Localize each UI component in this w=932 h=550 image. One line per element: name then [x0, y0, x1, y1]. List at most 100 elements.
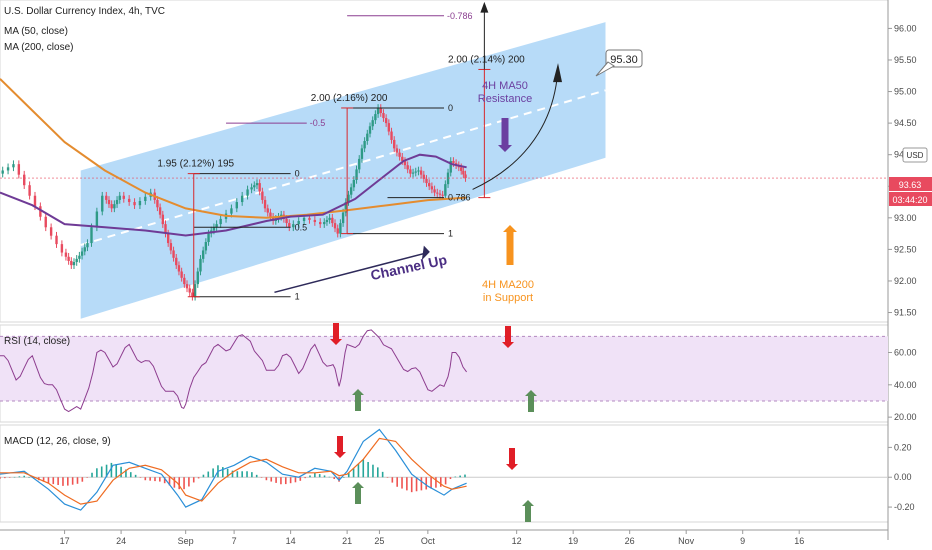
candle-body: [166, 233, 170, 244]
price-badge: [889, 177, 932, 191]
legend-ma200: MA (200, close): [4, 42, 73, 53]
candle-body: [250, 187, 253, 190]
candle-body: [64, 252, 68, 257]
candle-body: [333, 223, 337, 229]
macd-hist-bar: [401, 477, 403, 489]
target-pointer: [595, 61, 615, 77]
candle-body: [193, 284, 197, 297]
macd-hist-bar: [372, 464, 374, 478]
rsi-y-tick-label: 40.00: [894, 380, 917, 390]
candle-body: [138, 200, 142, 206]
macd-hist-bar: [100, 466, 103, 478]
macd-hist-bar: [91, 472, 93, 478]
macd-hist-bar: [449, 477, 452, 480]
macd-line: [0, 428, 467, 511]
macd-hist-bar: [110, 462, 113, 478]
x-tick-label: 7: [232, 536, 237, 546]
macd-red-arrow-2: [506, 448, 518, 470]
macd-hist-bar: [323, 475, 326, 478]
rsi-line: [0, 329, 468, 413]
usd-badge[interactable]: [902, 147, 928, 163]
candle-body: [438, 193, 442, 195]
macd-hist-bar: [406, 477, 408, 491]
candle-body: [395, 148, 399, 153]
x-tick-label: 21: [342, 536, 352, 546]
macd-hist-bar: [86, 477, 88, 478]
macd-green-arrow-1: [352, 482, 364, 504]
price-y-tick-label: 95.50: [894, 55, 917, 65]
price-badge-label: 93.63: [899, 180, 922, 190]
macd-hist-bar: [299, 477, 302, 481]
candle-body: [12, 164, 15, 168]
ma200-note-line2: in Support: [483, 292, 533, 304]
candle-body: [406, 165, 409, 170]
macd-hist-bar: [280, 477, 282, 485]
macd-hist-bar: [386, 477, 389, 478]
candle-body: [1, 170, 4, 174]
macd-hist-bar: [425, 477, 428, 490]
candle-body: [144, 196, 147, 201]
macd-hist-bar: [347, 472, 350, 478]
candle-body: [86, 243, 89, 248]
candle-body: [403, 161, 407, 166]
macd-hist-bar: [309, 475, 311, 478]
annotations: Channel Up 4H MA50 Resistance 4H MA200 i…: [369, 49, 643, 304]
channel-up-arrow: [274, 251, 429, 294]
rsi-green-arrow-2: [525, 390, 537, 412]
macd-hist-bar: [168, 477, 171, 486]
macd-hist-bar: [149, 477, 151, 481]
macd-y-tick-label: -0.20: [894, 502, 915, 512]
candle-body: [199, 258, 202, 272]
macd-hist-bar: [328, 476, 331, 478]
channel-up-arrowhead: [421, 245, 430, 261]
candle-body: [188, 288, 191, 293]
candle-body: [177, 265, 181, 272]
rsi-y-tick-label: 60.00: [894, 347, 917, 357]
candle-body: [191, 292, 194, 297]
candle-body: [358, 158, 361, 170]
price-y-tick-label: 96.00: [894, 23, 917, 33]
candle-body: [204, 242, 208, 251]
macd-hist-bar: [57, 477, 59, 485]
candle-body: [285, 218, 288, 224]
candle-body: [414, 171, 417, 173]
macd-hist-bar: [202, 474, 205, 478]
candle-body: [261, 191, 264, 200]
candle-body: [196, 271, 199, 285]
candle-body: [376, 107, 380, 115]
candle-body: [55, 235, 58, 245]
candle-body: [33, 195, 37, 207]
candle-body: [331, 217, 334, 224]
macd-hist-bar: [8, 477, 11, 478]
ma200-line: [0, 78, 467, 219]
macd-hist-bar: [212, 468, 214, 478]
candle-body: [374, 114, 377, 121]
candle-body: [70, 260, 73, 266]
macd-hist-bar: [67, 477, 69, 486]
measure-label: 2.00 (2.16%) 200: [311, 93, 388, 104]
candle-body: [446, 172, 450, 185]
candle-body: [67, 256, 70, 261]
macd-hist-bar: [251, 472, 253, 478]
candle-body: [169, 243, 173, 251]
candle-body: [269, 212, 272, 217]
candle-body: [175, 257, 178, 266]
candle-body: [172, 250, 175, 258]
macd-hist-bar: [144, 477, 147, 481]
candle-body: [425, 178, 428, 184]
price-y-tick-label: 92.00: [894, 276, 917, 286]
candle-body: [384, 118, 388, 124]
macd-green-arrow-2: [522, 500, 534, 522]
macd-hist-bar: [129, 472, 132, 478]
macd-hist-bar: [444, 477, 447, 485]
fib-ray-label: 1: [448, 229, 453, 239]
x-tick-label: 16: [794, 536, 804, 546]
macd-hist-bar: [284, 477, 287, 485]
candle-body: [387, 123, 391, 132]
macd-hist-bar: [454, 476, 457, 478]
macd-hist-bar: [391, 477, 394, 483]
ma50-note-line1: 4H MA50: [482, 80, 528, 92]
rsi-red-arrow-2: [502, 326, 514, 348]
chart-title: U.S. Dollar Currency Index, 4h, TVC: [4, 6, 165, 17]
